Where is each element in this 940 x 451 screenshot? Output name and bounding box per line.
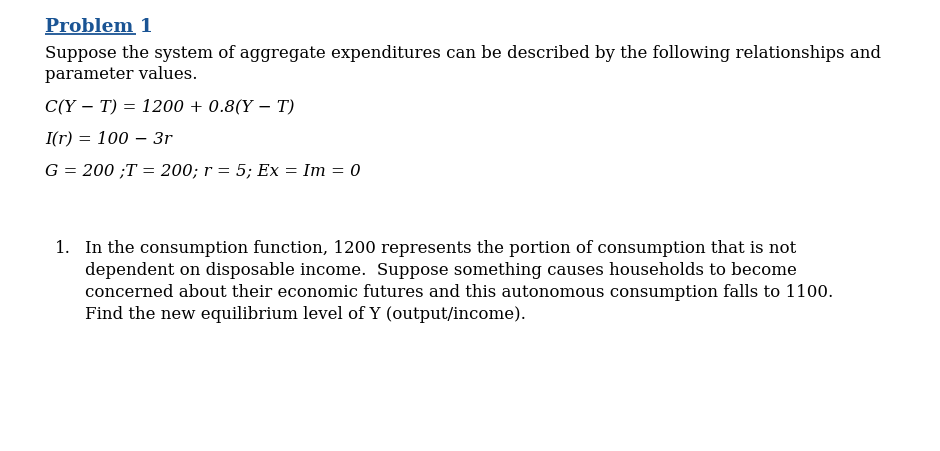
Text: 1.: 1. [55,239,70,257]
Text: Problem 1: Problem 1 [45,18,153,36]
Text: parameter values.: parameter values. [45,66,197,83]
Text: C(Y − T) = 1200 + 0.8(Y − T): C(Y − T) = 1200 + 0.8(Y − T) [45,98,294,115]
Text: dependent on disposable income.  Suppose something causes households to become: dependent on disposable income. Suppose … [85,262,797,278]
Text: I(r) = 100 − 3r: I(r) = 100 − 3r [45,130,172,147]
Text: Suppose the system of aggregate expenditures can be described by the following r: Suppose the system of aggregate expendit… [45,45,881,62]
Text: Find the new equilibrium level of Y (output/income).: Find the new equilibrium level of Y (out… [85,305,525,322]
Text: concerned about their economic futures and this autonomous consumption falls to : concerned about their economic futures a… [85,283,833,300]
Text: In the consumption function, 1200 represents the portion of consumption that is : In the consumption function, 1200 repres… [85,239,796,257]
Text: G = 200 ;T = 200; r = 5; Ex = Im = 0: G = 200 ;T = 200; r = 5; Ex = Im = 0 [45,161,361,179]
